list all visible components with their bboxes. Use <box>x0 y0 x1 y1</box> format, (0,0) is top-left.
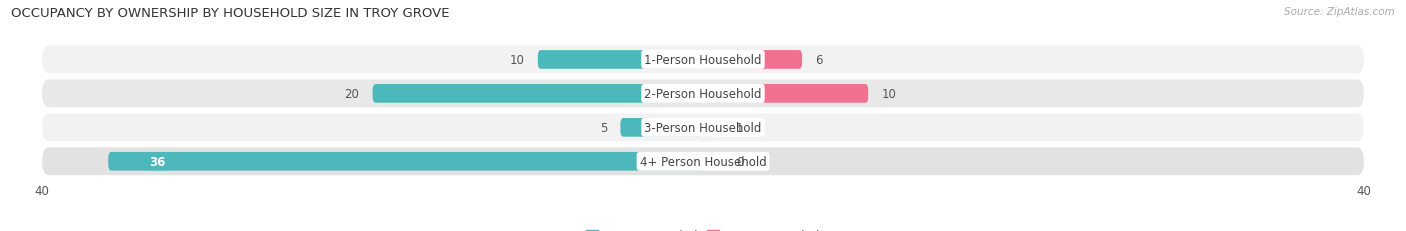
Legend: Owner-occupied, Renter-occupied: Owner-occupied, Renter-occupied <box>581 224 825 231</box>
FancyBboxPatch shape <box>537 51 703 70</box>
FancyBboxPatch shape <box>42 46 1364 74</box>
FancyBboxPatch shape <box>42 148 1364 176</box>
Text: 5: 5 <box>600 121 607 134</box>
FancyBboxPatch shape <box>108 152 703 171</box>
FancyBboxPatch shape <box>703 51 801 70</box>
Text: 1-Person Household: 1-Person Household <box>644 54 762 67</box>
FancyBboxPatch shape <box>373 85 703 103</box>
Text: 3-Person Household: 3-Person Household <box>644 121 762 134</box>
Text: Source: ZipAtlas.com: Source: ZipAtlas.com <box>1284 7 1395 17</box>
Text: 36: 36 <box>149 155 166 168</box>
FancyBboxPatch shape <box>42 114 1364 142</box>
FancyBboxPatch shape <box>42 80 1364 108</box>
Text: 10: 10 <box>510 54 524 67</box>
Text: 4+ Person Household: 4+ Person Household <box>640 155 766 168</box>
Text: 10: 10 <box>882 88 896 100</box>
Text: 6: 6 <box>815 54 823 67</box>
FancyBboxPatch shape <box>703 152 723 171</box>
FancyBboxPatch shape <box>620 119 703 137</box>
FancyBboxPatch shape <box>703 85 868 103</box>
Text: 2-Person Household: 2-Person Household <box>644 88 762 100</box>
Text: 1: 1 <box>737 121 744 134</box>
FancyBboxPatch shape <box>703 119 720 137</box>
Text: OCCUPANCY BY OWNERSHIP BY HOUSEHOLD SIZE IN TROY GROVE: OCCUPANCY BY OWNERSHIP BY HOUSEHOLD SIZE… <box>11 7 450 20</box>
Text: 0: 0 <box>737 155 744 168</box>
Text: 20: 20 <box>344 88 360 100</box>
